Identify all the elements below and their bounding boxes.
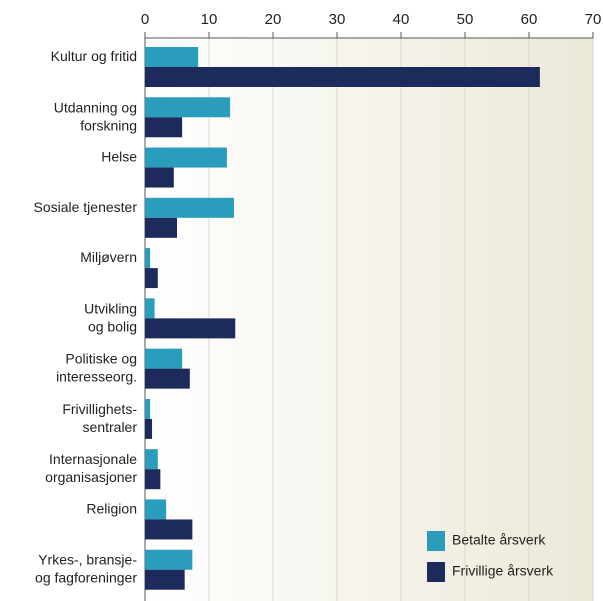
- bar: [145, 519, 193, 540]
- label-line: og bolig: [88, 318, 137, 334]
- label-line: Yrkes-, bransje-: [38, 551, 137, 567]
- x-tick-label: 10: [201, 11, 218, 28]
- y-tick-label: Utdanning og forskning: [54, 99, 137, 133]
- x-tick-label: 20: [265, 11, 282, 28]
- bar: [145, 47, 199, 67]
- y-tick-label: Miljøvern: [80, 249, 137, 265]
- y-tick-label: Frivillighets-sentraler: [62, 401, 137, 435]
- bar: [145, 167, 174, 188]
- legend-swatch: [427, 562, 445, 582]
- y-tick-label: Yrkes-, bransje-og fagforeninger: [35, 551, 137, 585]
- bar: [145, 197, 234, 218]
- label-line: Politiske og: [65, 350, 137, 366]
- x-tick-label: 30: [329, 11, 346, 28]
- label-line: Frivillighets-: [62, 401, 137, 417]
- bar: [145, 348, 183, 369]
- y-tick-label: Utvikling og bolig: [84, 300, 137, 334]
- legend-label: Betalte årsverk: [452, 532, 546, 548]
- bar: [145, 67, 540, 87]
- x-tick-label: 70: [585, 11, 602, 28]
- bar: [145, 549, 193, 570]
- y-tick-label: Politiske og interesseorg.: [56, 350, 137, 384]
- label-line: sentraler: [83, 419, 138, 435]
- label-line: Utdanning og: [54, 99, 137, 115]
- label-line: Internasjonale: [49, 451, 137, 467]
- legend-label: Frivillige årsverk: [452, 563, 554, 579]
- bar: [145, 147, 227, 168]
- bar: [145, 398, 151, 419]
- bar: [145, 268, 158, 289]
- bar: [145, 499, 167, 520]
- y-tick-label: Religion: [86, 500, 137, 516]
- bar: [145, 217, 177, 238]
- label-line: forskning: [80, 117, 137, 133]
- label-line: Religion: [86, 500, 137, 516]
- y-tick-label: Internasjonale organisasjoner: [45, 451, 137, 485]
- label-line: organisasjoner: [45, 469, 137, 485]
- x-tick-label: 50: [457, 11, 474, 28]
- bar: [145, 248, 151, 269]
- y-tick-label: Helse: [101, 148, 137, 164]
- x-tick-label: 0: [141, 11, 149, 28]
- bar: [145, 298, 155, 319]
- label-line: og fagforeninger: [35, 569, 137, 585]
- bar: [145, 569, 185, 590]
- label-line: interesseorg.: [56, 368, 137, 384]
- label-line: Helse: [101, 148, 137, 164]
- label-line: Sosiale tjenester: [33, 199, 137, 215]
- bar: [145, 418, 153, 439]
- bar: [145, 117, 183, 138]
- label-line: Utvikling: [84, 300, 137, 316]
- label-line: Miljøvern: [80, 249, 137, 265]
- x-tick-label: 40: [393, 11, 410, 28]
- y-tick-label: Kultur og fritid: [51, 48, 137, 64]
- x-tick-label: 60: [521, 11, 538, 28]
- bar: [145, 318, 236, 339]
- legend-swatch: [427, 531, 445, 551]
- bar: [145, 449, 158, 470]
- label-line: Kultur og fritid: [51, 48, 137, 64]
- bar: [145, 469, 161, 490]
- bar: [145, 97, 231, 118]
- bar: [145, 368, 190, 389]
- y-tick-label: Sosiale tjenester: [33, 199, 137, 215]
